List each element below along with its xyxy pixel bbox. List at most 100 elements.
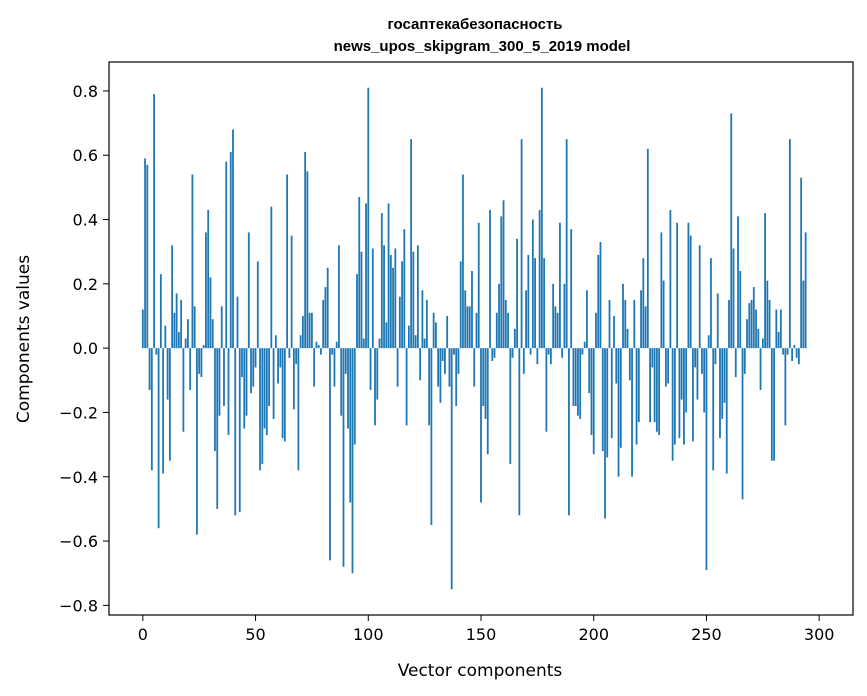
bar-15 <box>176 293 178 348</box>
bar-21 <box>189 348 191 390</box>
bar-96 <box>358 197 360 348</box>
bar-203 <box>600 242 602 348</box>
bar-217 <box>631 348 633 477</box>
bar-279 <box>771 348 773 461</box>
bar-107 <box>383 245 385 348</box>
bar-1 <box>144 158 146 348</box>
bar-250 <box>706 348 708 570</box>
bar-24 <box>196 348 198 534</box>
bar-23 <box>194 306 196 348</box>
bar-222 <box>642 258 644 348</box>
x-tick-label: 0 <box>138 625 148 644</box>
bar-215 <box>627 329 629 348</box>
bar-132 <box>440 348 442 403</box>
bar-35 <box>221 306 223 348</box>
bar-193 <box>577 348 579 416</box>
bar-208 <box>611 348 613 438</box>
bar-219 <box>636 348 638 444</box>
bar-112 <box>394 248 396 348</box>
bar-294 <box>805 232 807 348</box>
bar-34 <box>219 348 221 416</box>
bar-4 <box>151 348 153 470</box>
bar-239 <box>681 348 683 399</box>
bar-184 <box>557 313 559 348</box>
bar-260 <box>728 300 730 348</box>
bar-150 <box>480 348 482 502</box>
bar-50 <box>255 348 257 367</box>
bar-177 <box>541 88 543 348</box>
bar-44 <box>241 348 243 377</box>
bar-168 <box>521 139 523 348</box>
bar-26 <box>201 348 203 377</box>
bar-273 <box>757 329 759 348</box>
bar-25 <box>198 348 200 374</box>
bar-46 <box>246 348 248 416</box>
bar-237 <box>676 223 678 348</box>
bar-80 <box>322 300 324 348</box>
bar-169 <box>523 348 525 374</box>
bar-281 <box>775 310 777 349</box>
x-tick-label: 100 <box>353 625 384 644</box>
bar-0 <box>142 310 144 349</box>
bar-236 <box>674 348 676 444</box>
bar-7 <box>158 348 160 528</box>
bar-188 <box>566 139 568 348</box>
bar-128 <box>431 348 433 525</box>
bar-241 <box>685 348 687 412</box>
bar-72 <box>304 152 306 348</box>
bar-243 <box>690 236 692 349</box>
bar-167 <box>518 348 520 515</box>
bar-17 <box>180 300 182 348</box>
bar-244 <box>692 348 694 441</box>
bar-120 <box>412 252 414 348</box>
bar-40 <box>232 130 234 349</box>
bar-60 <box>277 348 279 383</box>
bar-14 <box>173 313 175 348</box>
bar-216 <box>629 348 631 380</box>
bar-220 <box>638 348 640 422</box>
bar-153 <box>487 348 489 454</box>
bar-278 <box>769 300 771 348</box>
bar-291 <box>798 348 800 364</box>
bar-218 <box>633 300 635 348</box>
bar-22 <box>192 175 194 349</box>
bar-103 <box>374 348 376 425</box>
bar-58 <box>273 348 275 419</box>
bar-206 <box>606 348 608 457</box>
bar-151 <box>482 348 484 406</box>
bar-240 <box>683 348 685 444</box>
bar-10 <box>164 326 166 349</box>
bar-109 <box>388 203 390 348</box>
bar-95 <box>356 274 358 348</box>
bar-266 <box>742 348 744 499</box>
y-tick-label: −0.6 <box>59 532 98 551</box>
bar-65 <box>288 348 290 358</box>
bar-135 <box>446 316 448 348</box>
bar-12 <box>169 348 171 461</box>
bar-274 <box>760 348 762 390</box>
bar-213 <box>622 284 624 348</box>
y-tick-label: −0.2 <box>59 403 98 422</box>
bar-149 <box>478 223 480 348</box>
bar-37 <box>225 162 227 348</box>
bar-147 <box>473 348 475 387</box>
bar-271 <box>753 287 755 348</box>
bar-194 <box>579 348 581 419</box>
y-tick-label: 0.2 <box>73 275 98 294</box>
bar-183 <box>555 306 557 348</box>
bar-19 <box>185 339 187 349</box>
bar-63 <box>284 348 286 441</box>
bar-111 <box>392 268 394 348</box>
bar-67 <box>293 348 295 409</box>
bar-82 <box>327 268 329 348</box>
bar-106 <box>381 213 383 348</box>
bar-207 <box>609 300 611 348</box>
bar-251 <box>708 335 710 348</box>
bar-165 <box>514 329 516 348</box>
bar-179 <box>545 348 547 432</box>
bar-267 <box>744 348 746 374</box>
bar-116 <box>403 229 405 348</box>
bar-164 <box>512 348 514 358</box>
bar-53 <box>261 348 263 464</box>
bar-137 <box>451 348 453 589</box>
